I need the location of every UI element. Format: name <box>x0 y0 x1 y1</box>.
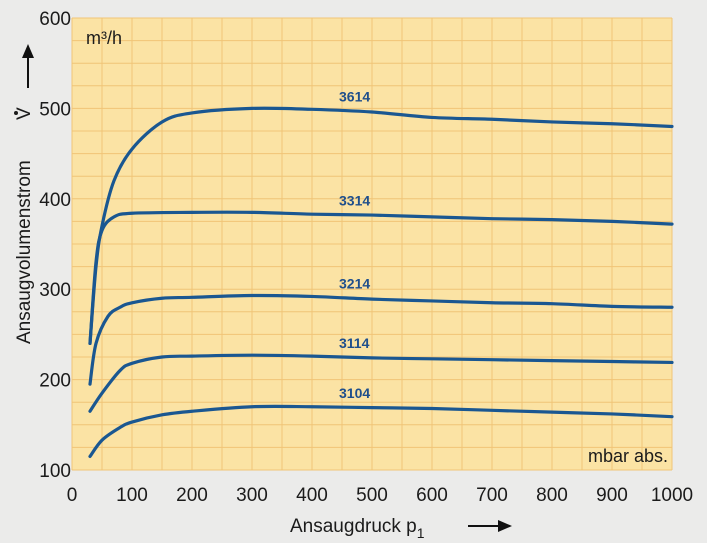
curve-3114 <box>88 353 674 413</box>
curve-3314 <box>88 210 674 346</box>
y-tick-label: 400 <box>39 190 71 211</box>
curves <box>88 106 674 459</box>
x-tick-label: 600 <box>416 485 448 506</box>
series-label-3104: 3104 <box>339 385 370 401</box>
series-label-3314: 3314 <box>339 193 370 209</box>
curve-3214 <box>88 293 674 386</box>
curve-3614 <box>88 106 674 346</box>
x-tick-label: 900 <box>596 485 628 506</box>
y-tick-label: 100 <box>39 461 71 482</box>
y-tick-label: 600 <box>39 9 71 30</box>
y-tick-label: 200 <box>39 371 71 392</box>
y-tick-labels: 100 200 300 400 500 600 <box>39 9 71 482</box>
x-tick-label: 100 <box>116 485 148 506</box>
series-labels: 3614 3314 3214 3114 3104 <box>339 89 370 402</box>
grid <box>71 17 673 471</box>
x-tick-label: 500 <box>356 485 388 506</box>
x-tick-label: 200 <box>176 485 208 506</box>
y-axis-symbol: V <box>14 107 35 120</box>
y-axis-title: Ansaugvolumenstrom V <box>14 44 35 344</box>
curve-3104 <box>88 404 674 459</box>
x-tick-label: 0 <box>67 485 78 506</box>
series-label-3614: 3614 <box>339 89 370 105</box>
x-tick-label: 800 <box>536 485 568 506</box>
y-axis-symbol-dot-icon <box>14 111 18 115</box>
x-axis-arrow-icon <box>468 520 512 532</box>
y-axis-arrow-icon <box>22 44 34 88</box>
svg-text:Ansaugdruck p1: Ansaugdruck p1 <box>290 516 425 541</box>
x-unit-label: mbar abs. <box>588 446 668 466</box>
y-tick-label: 500 <box>39 99 71 120</box>
series-label-3114: 3114 <box>339 335 370 351</box>
x-axis-label: Ansaugdruck p <box>290 516 417 537</box>
x-tick-labels: 0 100 200 300 400 500 600 700 800 900 1000 <box>67 485 693 506</box>
x-tick-label: 700 <box>476 485 508 506</box>
y-axis-label: Ansaugvolumenstrom <box>14 160 35 344</box>
x-tick-label: 300 <box>236 485 268 506</box>
x-axis-title: Ansaugdruck p1 <box>290 516 512 541</box>
x-tick-label: 400 <box>296 485 328 506</box>
series-label-3214: 3214 <box>339 276 370 292</box>
x-axis-label-subscript: 1 <box>417 525 425 541</box>
y-tick-label: 300 <box>39 280 71 301</box>
y-unit-label: m³/h <box>86 28 122 48</box>
x-tick-label: 1000 <box>651 485 693 506</box>
